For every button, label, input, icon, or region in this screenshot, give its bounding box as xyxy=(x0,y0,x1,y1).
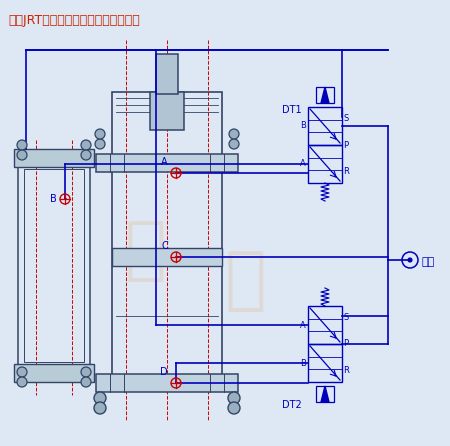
Bar xyxy=(112,248,222,266)
Text: C: C xyxy=(161,241,168,251)
Circle shape xyxy=(228,402,240,414)
Text: DT2: DT2 xyxy=(282,400,302,410)
Circle shape xyxy=(94,392,106,404)
Circle shape xyxy=(95,129,105,139)
Circle shape xyxy=(81,150,91,160)
Text: B: B xyxy=(50,194,57,204)
Bar xyxy=(316,87,334,103)
Bar xyxy=(156,54,178,94)
Text: S: S xyxy=(343,114,348,123)
Circle shape xyxy=(81,377,91,387)
Bar xyxy=(14,364,94,382)
Text: B: B xyxy=(300,121,306,131)
Text: A: A xyxy=(162,157,168,167)
Bar xyxy=(18,163,90,368)
Text: 容: 容 xyxy=(224,247,266,314)
Text: 玖: 玖 xyxy=(124,216,166,284)
Bar xyxy=(308,306,342,344)
Text: D: D xyxy=(160,367,168,377)
Polygon shape xyxy=(321,386,329,402)
Circle shape xyxy=(17,377,27,387)
Circle shape xyxy=(81,367,91,377)
Circle shape xyxy=(17,150,27,160)
Circle shape xyxy=(228,392,240,404)
Text: P: P xyxy=(343,140,348,149)
Circle shape xyxy=(94,402,106,414)
Text: R: R xyxy=(343,366,349,375)
Text: A: A xyxy=(300,321,306,330)
Text: 玖容JRT倒装型气液增压缸气路连接图: 玖容JRT倒装型气液增压缸气路连接图 xyxy=(8,14,140,27)
Bar xyxy=(316,386,334,402)
Circle shape xyxy=(229,139,239,149)
Bar xyxy=(308,107,342,145)
Circle shape xyxy=(17,140,27,150)
Text: 气源: 气源 xyxy=(422,257,435,267)
Text: A: A xyxy=(300,160,306,169)
Bar xyxy=(24,169,84,362)
Text: R: R xyxy=(343,167,349,176)
Circle shape xyxy=(81,140,91,150)
Circle shape xyxy=(17,367,27,377)
Text: S: S xyxy=(343,313,348,322)
Bar xyxy=(308,344,342,382)
Circle shape xyxy=(95,139,105,149)
Bar xyxy=(96,154,238,172)
Circle shape xyxy=(408,258,412,262)
Polygon shape xyxy=(321,87,329,103)
Bar xyxy=(96,374,238,392)
Bar xyxy=(14,149,94,167)
Text: DT1: DT1 xyxy=(282,105,302,115)
Bar xyxy=(112,92,222,390)
Circle shape xyxy=(229,129,239,139)
Bar xyxy=(150,92,184,130)
Bar xyxy=(308,145,342,183)
Text: B: B xyxy=(300,359,306,368)
Text: P: P xyxy=(343,339,348,348)
